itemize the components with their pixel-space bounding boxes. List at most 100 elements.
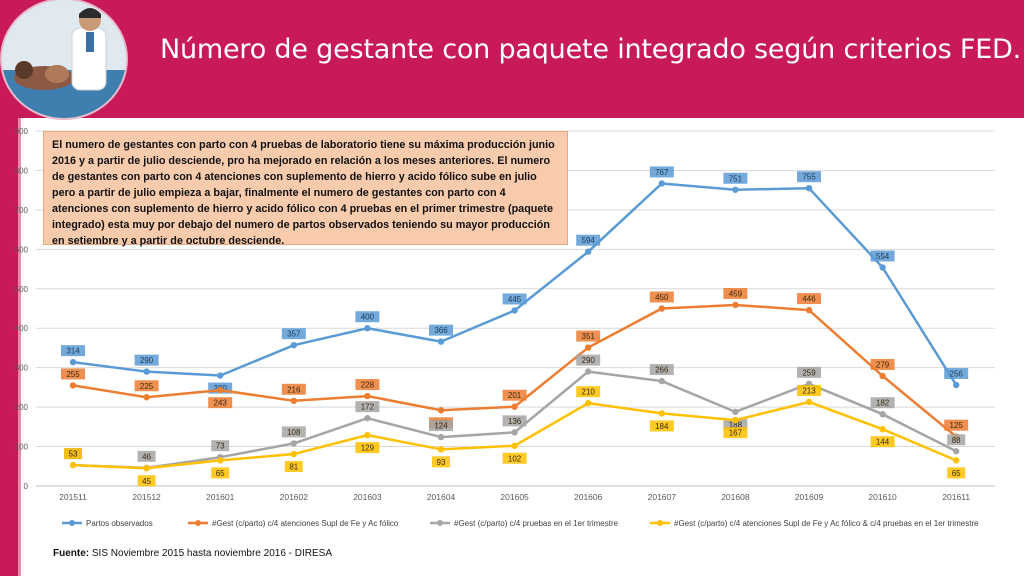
data-point — [143, 394, 149, 400]
x-tick-label: 201606 — [574, 492, 603, 502]
x-tick-label: 201609 — [795, 492, 824, 502]
data-label: 184 — [650, 420, 674, 431]
data-label: 445 — [503, 293, 527, 304]
y-tick-label: 900 — [15, 127, 29, 136]
data-label-text: 65 — [216, 469, 225, 478]
data-label: 446 — [797, 293, 821, 304]
data-label-text: 81 — [289, 463, 298, 472]
data-label-text: 228 — [361, 381, 375, 390]
data-label: 351 — [576, 331, 600, 342]
data-label-text: 314 — [66, 347, 80, 356]
source-note: Fuente: SIS Noviembre 2015 hasta noviemb… — [53, 548, 332, 559]
data-point — [217, 372, 223, 378]
data-label: 108 — [282, 426, 306, 437]
data-point — [511, 404, 517, 410]
data-label: 102 — [503, 453, 527, 464]
data-label-text: 290 — [582, 356, 596, 365]
y-tick-label: 0 — [24, 482, 29, 491]
data-point — [585, 368, 591, 374]
data-label: 124 — [429, 420, 453, 431]
line-chart: 0100200300400500600700800900201511 201512… — [0, 0, 1024, 576]
legend-item: Partos observados — [62, 519, 153, 528]
data-label: 53 — [64, 448, 82, 459]
data-label: 46 — [138, 451, 156, 462]
data-label: 314 — [61, 345, 85, 356]
data-label-text: 279 — [876, 360, 890, 369]
data-label: 290 — [135, 355, 159, 366]
data-point — [291, 342, 297, 348]
y-tick-label: 600 — [15, 245, 29, 254]
data-point — [364, 432, 370, 438]
data-label: 243 — [208, 397, 232, 408]
data-point — [70, 462, 76, 468]
data-label: 172 — [355, 401, 379, 412]
data-point — [438, 338, 444, 344]
data-label: 279 — [871, 359, 895, 370]
x-tick-label: 201610 — [868, 492, 897, 502]
data-point — [659, 305, 665, 311]
data-label-text: 73 — [216, 442, 225, 451]
data-label: 213 — [797, 385, 821, 396]
data-label: 65 — [947, 467, 965, 478]
data-label: 256 — [944, 368, 968, 379]
legend-item: #Gest (c/parto) c/4 atenciones Supl de F… — [650, 519, 979, 528]
data-label-text: 767 — [655, 168, 669, 177]
data-label: 554 — [871, 250, 895, 261]
data-point — [70, 382, 76, 388]
y-tick-label: 700 — [15, 206, 29, 215]
data-label-text: 129 — [361, 444, 375, 453]
x-tick-label: 201608 — [721, 492, 750, 502]
data-label-text: 144 — [876, 438, 890, 447]
data-label-text: 755 — [802, 173, 816, 182]
data-point — [806, 399, 812, 405]
data-point — [659, 410, 665, 416]
data-label: 45 — [138, 475, 156, 486]
data-point — [953, 457, 959, 463]
data-point — [511, 307, 517, 313]
data-label: 400 — [355, 311, 379, 322]
legend-label: Partos observados — [86, 519, 153, 528]
data-label-text: 400 — [361, 313, 375, 322]
legend-item: #Gest (c/parto) c/4 atenciones Supl de F… — [188, 519, 399, 528]
data-label: 125 — [944, 420, 968, 431]
legend-label: #Gest (c/parto) c/4 pruebas en el 1er tr… — [454, 519, 619, 528]
data-point — [585, 400, 591, 406]
data-label: 210 — [576, 386, 600, 397]
data-label-text: 124 — [434, 422, 448, 431]
x-tick-label: 201604 — [427, 492, 456, 502]
data-label-text: 446 — [802, 295, 816, 304]
data-label: 201 — [503, 390, 527, 401]
data-point — [217, 387, 223, 393]
data-label-text: 65 — [952, 469, 961, 478]
legend-marker — [69, 520, 75, 526]
data-point — [953, 448, 959, 454]
y-tick-label: 100 — [15, 443, 29, 452]
data-label: 255 — [61, 368, 85, 379]
legend-label: #Gest (c/parto) c/4 atenciones Supl de F… — [212, 519, 399, 528]
data-point — [732, 302, 738, 308]
data-label: 73 — [211, 440, 229, 451]
y-tick-label: 400 — [15, 324, 29, 333]
data-label-text: 351 — [582, 332, 596, 341]
data-label: 216 — [282, 384, 306, 395]
data-label: 290 — [576, 355, 600, 366]
x-tick-label: 201607 — [648, 492, 677, 502]
data-point — [732, 409, 738, 415]
data-label: 81 — [285, 461, 303, 472]
data-label-text: 53 — [69, 450, 78, 459]
data-label-text: 136 — [508, 417, 522, 426]
data-label-text: 167 — [729, 429, 743, 438]
legend-item: #Gest (c/parto) c/4 pruebas en el 1er tr… — [430, 519, 619, 528]
data-label-text: 108 — [287, 428, 301, 437]
source-text: SIS Noviembre 2015 hasta noviembre 2016 … — [89, 548, 332, 559]
x-tick-label: 201605 — [500, 492, 529, 502]
data-label-text: 201 — [508, 391, 522, 400]
data-label-text: 243 — [214, 399, 228, 408]
data-point — [364, 393, 370, 399]
data-label: 450 — [650, 292, 674, 303]
data-label-text: 93 — [437, 458, 446, 467]
data-point — [511, 429, 517, 435]
data-label-text: 751 — [729, 174, 743, 183]
data-label: 459 — [723, 288, 747, 299]
data-label-text: 357 — [287, 330, 301, 339]
